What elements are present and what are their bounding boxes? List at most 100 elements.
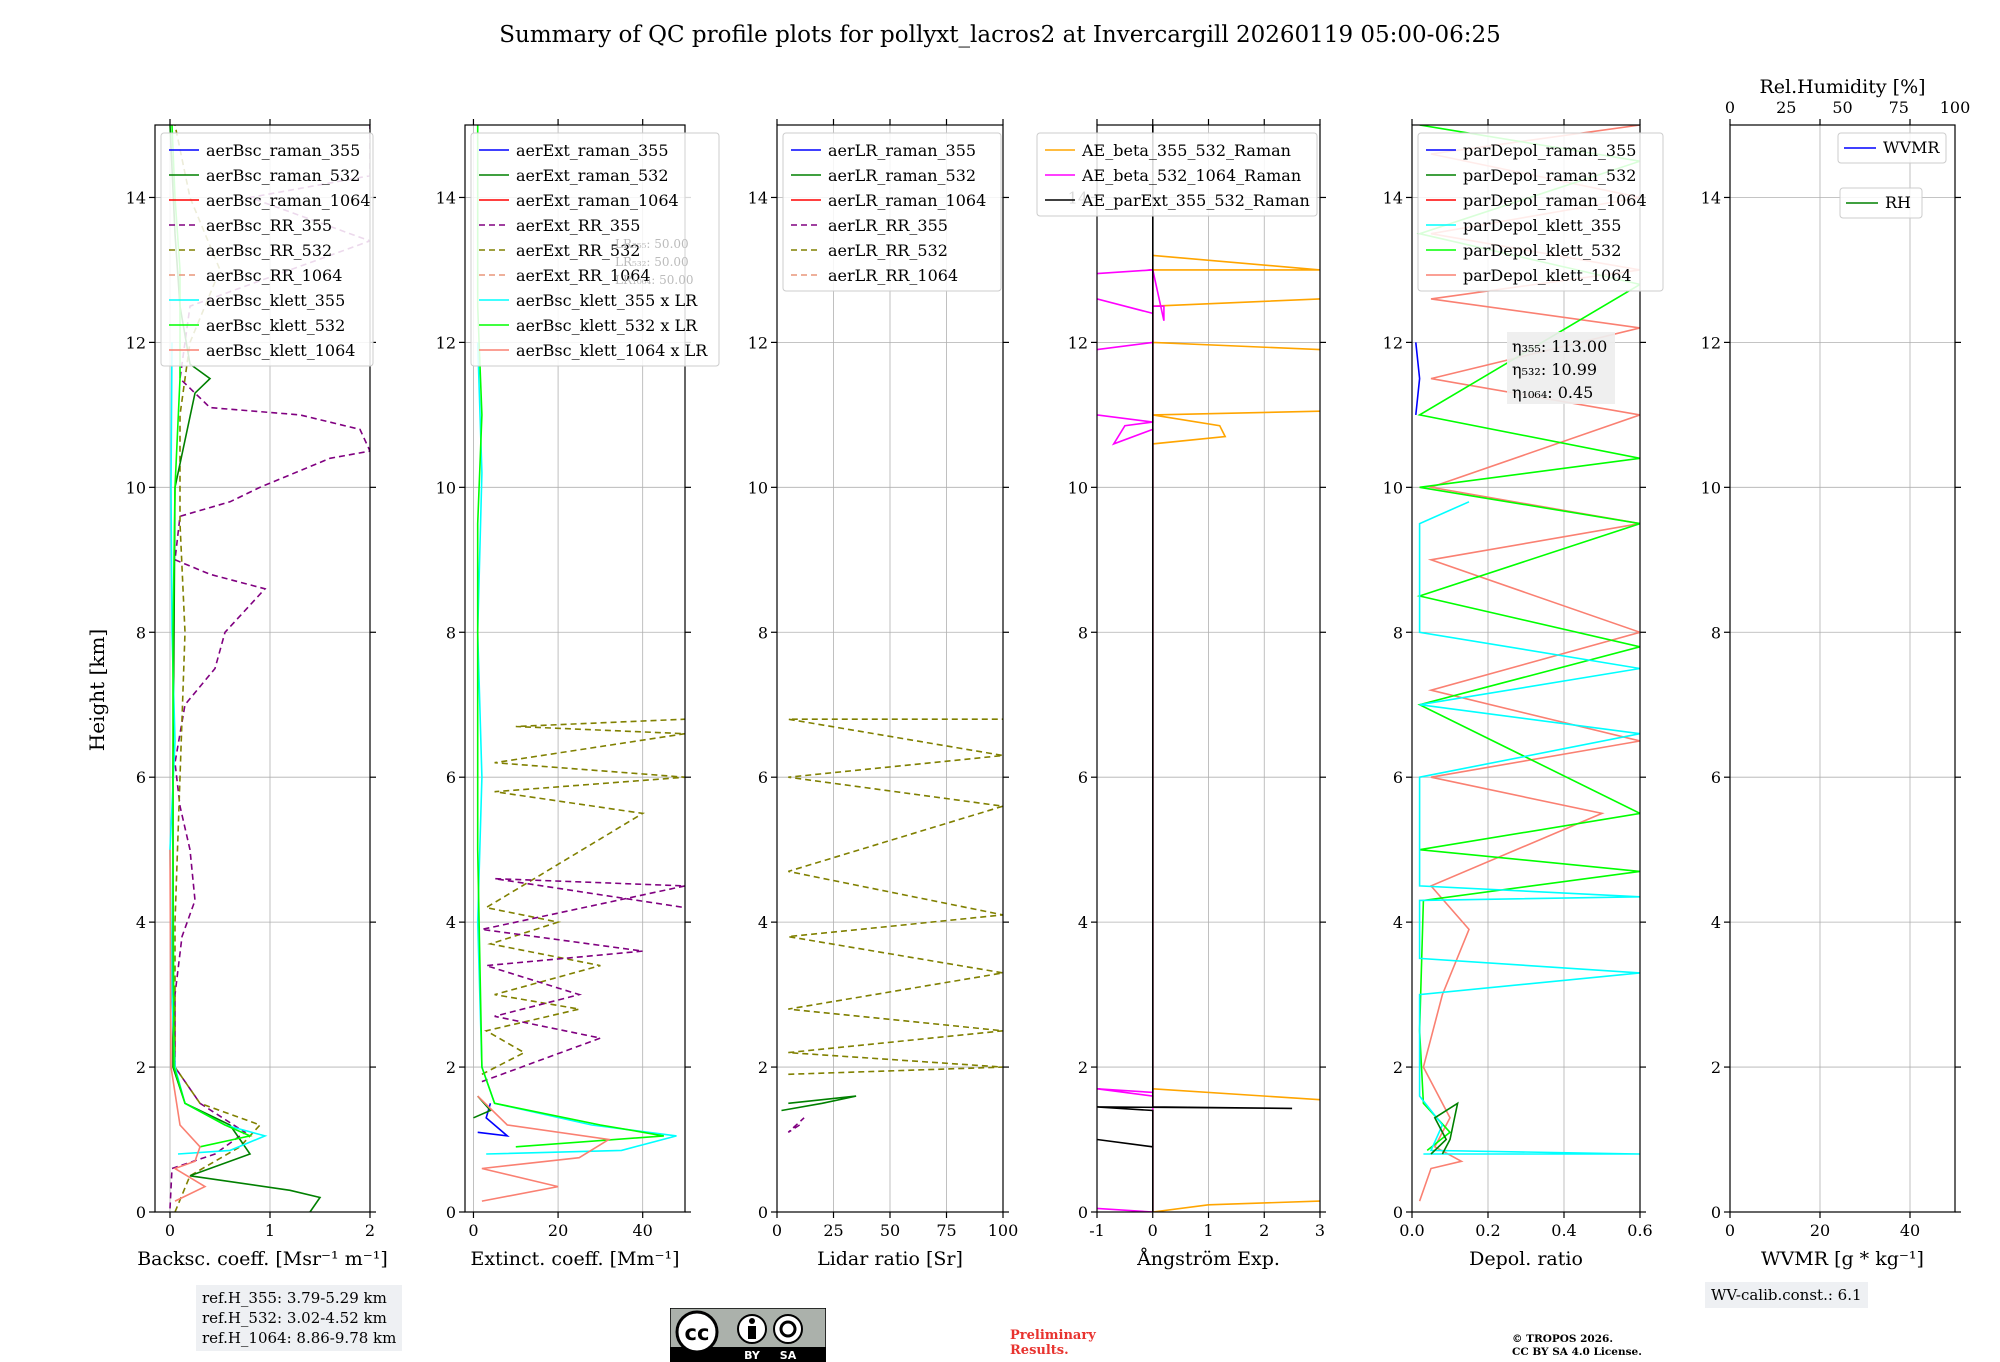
eta-box xyxy=(1507,332,1615,404)
y-tick-label: 2 xyxy=(446,1058,456,1077)
legend-box xyxy=(1417,132,1664,292)
legend-box xyxy=(1839,187,1923,219)
legend-label: aerLR_RR_355 xyxy=(828,216,948,235)
x-tick-label: 100 xyxy=(988,1221,1019,1240)
reference-heights-box: ref.H_355: 3.79-5.29 km ref.H_532: 3.02-… xyxy=(196,1285,403,1351)
y-tick-label: 12 xyxy=(126,333,146,352)
y-tick-label: 12 xyxy=(1068,333,1088,352)
x-tick-label: 0 xyxy=(772,1221,782,1240)
x-tick-label: 20 xyxy=(1810,1221,1830,1240)
y-tick-label: 0 xyxy=(446,1203,456,1222)
legend-box xyxy=(160,132,374,367)
x-tick-label: 40 xyxy=(633,1221,653,1240)
y-tick-label: 2 xyxy=(136,1058,146,1077)
y-tick-label: 8 xyxy=(446,623,456,642)
x-tick-label: 3 xyxy=(1315,1221,1325,1240)
y-tick-label: 4 xyxy=(1393,913,1403,932)
legend-label: aerBsc_raman_1064 xyxy=(206,191,371,210)
legend-label: parDepol_raman_1064 xyxy=(1463,191,1647,210)
x-axis-label: Backsc. coeff. [Msr⁻¹ m⁻¹] xyxy=(137,1248,388,1270)
legend-box xyxy=(1036,132,1318,217)
y-tick-label: 2 xyxy=(1711,1058,1721,1077)
eta-label: η₅₃₂: 10.99 xyxy=(1512,360,1597,379)
y-tick-label: 6 xyxy=(1393,768,1403,787)
series-line-aerBsc_klett_355 xyxy=(169,342,268,1155)
top-tick-label: 25 xyxy=(1776,98,1796,117)
y-tick-label: 0 xyxy=(758,1203,768,1222)
badge-by-label: BY xyxy=(744,1349,761,1362)
legend-label: aerBsc_raman_355 xyxy=(206,141,360,160)
copyright-note: © TROPOS 2026. CC BY SA 4.0 License. xyxy=(1512,1333,1642,1359)
x-tick-label: 0.0 xyxy=(1399,1221,1424,1240)
legend-label: parDepol_raman_532 xyxy=(1463,166,1636,185)
series-line-parDepol_raman_532 xyxy=(1430,1101,1459,1155)
legend-label: aerExt_raman_532 xyxy=(516,166,669,185)
series-line-AE_beta_355_532_Raman xyxy=(1152,254,1320,1212)
y-axis-label: Height [km] xyxy=(85,629,109,751)
preliminary-line-1: Preliminary xyxy=(1010,1328,1096,1343)
y-tick-label: 12 xyxy=(1383,333,1403,352)
x-axis-label: WVMR [g * kg⁻¹] xyxy=(1761,1248,1924,1270)
legend-label: aerExt_RR_532 xyxy=(516,241,640,260)
x-axis-label: Depol. ratio xyxy=(1469,1248,1583,1270)
series-line-AE_parExt_355_532_Raman xyxy=(1097,125,1293,1212)
x-tick-label: 0.4 xyxy=(1551,1221,1576,1240)
legend-label: parDepol_klett_532 xyxy=(1463,241,1621,260)
series-line-parDepol_raman_355 xyxy=(1415,342,1421,415)
y-tick-label: 4 xyxy=(136,913,146,932)
y-tick-label: 4 xyxy=(1078,913,1088,932)
x-tick-label: 2 xyxy=(365,1221,375,1240)
legend-label: aerExt_raman_1064 xyxy=(516,191,679,210)
y-tick-label: 2 xyxy=(1393,1058,1403,1077)
series-line-aerLR_raman_532 xyxy=(781,1095,857,1112)
y-tick-label: 2 xyxy=(1078,1058,1088,1077)
x-tick-label: 0 xyxy=(165,1221,175,1240)
x-tick-label: 0 xyxy=(468,1221,478,1240)
y-tick-label: 8 xyxy=(1078,623,1088,642)
panel-p5: 0 2 4 6 8 10 12 14 0.0 0.2 0.4 0.6 Depol. ratio parDe… xyxy=(1383,119,1664,1270)
legend-label: aerBsc_RR_355 xyxy=(206,216,332,235)
copyright-line-2: CC BY SA 4.0 License. xyxy=(1512,1346,1642,1358)
x-tick-label: 75 xyxy=(936,1221,956,1240)
legend-label: aerBsc_klett_355 x LR xyxy=(516,291,698,310)
panel-p6: 0 2 4 6 8 10 12 14 0 20 40 WVMR [g * kg⁻¹] 0 25 50 75 10… xyxy=(1701,76,1971,1270)
y-tick-label: 8 xyxy=(1393,623,1403,642)
y-tick-label: 10 xyxy=(126,478,146,497)
y-tick-label: 0 xyxy=(1393,1203,1403,1222)
eta-label: η₁₀₆₄: 0.45 xyxy=(1512,383,1593,402)
legend-label: parDepol_klett_1064 xyxy=(1463,266,1632,285)
lidar-ratio-label: LR₁₀₆₄: 50.00 xyxy=(615,273,693,287)
legend-label: aerExt_raman_355 xyxy=(516,141,669,160)
legend-label: aerBsc_klett_355 xyxy=(206,291,345,310)
series-group xyxy=(781,718,1003,1133)
y-tick-label: 10 xyxy=(1701,478,1721,497)
y-tick-label: 12 xyxy=(436,333,456,352)
y-tick-label: 14 xyxy=(1701,188,1721,207)
y-tick-label: 10 xyxy=(748,478,768,497)
y-tick-label: 8 xyxy=(758,623,768,642)
figure-title: Summary of QC profile plots for pollyxt_… xyxy=(499,22,1501,48)
series-line-AE_beta_532_1064_Raman xyxy=(1097,269,1165,1212)
legend-label: WVMR xyxy=(1883,138,1940,157)
y-tick-label: 6 xyxy=(758,768,768,787)
y-tick-label: 6 xyxy=(1078,768,1088,787)
legend-label: aerBsc_raman_532 xyxy=(206,166,360,185)
panel-p3: 0 2 4 6 8 10 12 14 0 25 50 75 100 Lidar ratio [Sr] aer… xyxy=(748,119,1019,1270)
axes-frame xyxy=(464,124,686,1213)
series-line-aerBsc_RR_355 xyxy=(169,125,370,1209)
legend-box xyxy=(470,132,720,367)
y-tick-label: 6 xyxy=(136,768,146,787)
series-line-aerLR_RR_355 xyxy=(787,1117,805,1133)
x-tick-label: 0 xyxy=(1148,1221,1158,1240)
badge-sa-label: SA xyxy=(780,1349,797,1362)
y-tick-label: 6 xyxy=(1711,768,1721,787)
x-tick-label: 20 xyxy=(548,1221,568,1240)
cc-by-sa-license-badge: cc BY SA xyxy=(670,1308,826,1362)
series-group xyxy=(1097,125,1320,1212)
x-tick-label: 50 xyxy=(880,1221,900,1240)
x-tick-label: -1 xyxy=(1089,1221,1105,1240)
y-tick-label: 10 xyxy=(1068,478,1088,497)
